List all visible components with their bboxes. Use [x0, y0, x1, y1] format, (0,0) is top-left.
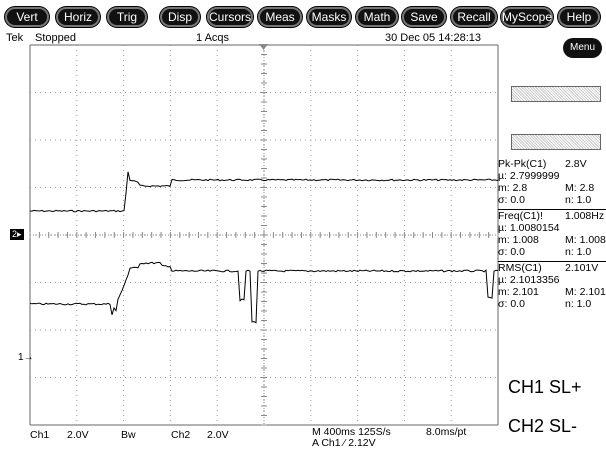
menu-bar: Vert Horiz Trig Disp Cursors Meas Masks … [0, 0, 606, 27]
arrow-right-icon: ▸ [17, 229, 22, 239]
meas-min: m: 2.8 [498, 182, 528, 194]
meas-value: 1.008Hz [565, 210, 605, 222]
meas-min: m: 2.101 [498, 286, 539, 298]
menu-myscope-button[interactable]: MyScope [501, 7, 553, 27]
measurement-pkpk[interactable]: Pk-Pk(C1) 2.8V µ: 2.7999999 m: 2.8 M: 2.8 … [498, 158, 606, 207]
menu-masks-button[interactable]: Masks [307, 7, 351, 27]
divider [498, 261, 606, 262]
timebase-readout[interactable]: M 400ms 125S/s [312, 426, 391, 438]
meas-max: M: 2.8 [565, 182, 595, 194]
menu-recall-button[interactable]: Recall [451, 7, 497, 27]
menu-math-button[interactable]: Math [356, 7, 398, 27]
menu-trig-button[interactable]: Trig [107, 7, 147, 27]
menu-meas-button[interactable]: Meas [258, 7, 302, 27]
meas-n: n: 1.0 [565, 298, 592, 310]
meas-name: Freq(C1)! [498, 210, 543, 222]
ch2-marker[interactable]: 2▸ [10, 229, 24, 240]
meas-sigma: σ: 0.0 [498, 246, 525, 258]
meas-name: RMS(C1) [498, 262, 542, 274]
measurement-freq[interactable]: Freq(C1)! 1.008Hz µ: 1.0080154 m: 1.008 M:… [498, 210, 606, 259]
meas-name: Pk-Pk(C1) [498, 158, 547, 170]
menu-help-button[interactable]: Help [558, 7, 600, 27]
ch1-marker[interactable]: 1→ [18, 352, 34, 363]
graticule [29, 44, 499, 426]
ch2-note-label: CH2 SL- [508, 416, 578, 436]
menu-save-button[interactable]: Save [402, 7, 446, 27]
brand-label: Tek [6, 32, 24, 44]
ch1-note-label: CH1 SL+ [508, 377, 582, 397]
ch2-marker-label: 2 [12, 229, 18, 239]
ch1-scale: 2.0V [67, 429, 89, 441]
meas-sigma: σ: 0.0 [498, 194, 525, 206]
menu-cursors-button[interactable]: Cursors [207, 7, 253, 27]
menu-button[interactable]: Menu [563, 38, 602, 58]
ch1-marker-label: 1 [18, 352, 24, 363]
acquisition-count: 1 Acqs [196, 32, 230, 44]
meas-sigma: σ: 0.0 [498, 298, 525, 310]
meas-mean: µ: 2.7999999 [498, 170, 560, 182]
arrow-right-icon: → [23, 352, 34, 363]
ch1-waveform [29, 261, 499, 324]
meas-mean: µ: 1.0080154 [498, 222, 560, 234]
resolution-readout: 8.0ms/pt [426, 426, 467, 438]
acquisition-state: Stopped [35, 32, 76, 44]
date-time: 30 Dec 05 14:28:13 [385, 32, 482, 44]
ch2-waveform [29, 171, 499, 213]
divider [498, 209, 606, 210]
menu-horiz-button[interactable]: Horiz [56, 7, 100, 27]
meas-max: M: 2.101 [565, 286, 606, 298]
trigger-position-marker [259, 44, 268, 50]
ch1-readout[interactable]: Ch1 [30, 429, 50, 441]
meas-value: 2.8V [565, 158, 587, 170]
meas-n: n: 1.0 [565, 246, 592, 258]
side-softkey-1[interactable] [511, 86, 601, 102]
side-softkey-2[interactable] [511, 134, 601, 150]
meas-n: n: 1.0 [565, 194, 592, 206]
menu-disp-button[interactable]: Disp [160, 7, 200, 27]
meas-min: m: 1.008 [498, 234, 539, 246]
trigger-readout[interactable]: A Ch1 ⁄ 2.12V [312, 437, 376, 449]
bandwidth-indicator: Bw [121, 429, 136, 441]
meas-max: M: 1.008 [565, 234, 606, 246]
ch2-scale: 2.0V [207, 429, 229, 441]
meas-mean: µ: 2.1013356 [498, 274, 560, 286]
ch2-readout[interactable]: Ch2 [171, 429, 191, 441]
meas-value: 2.101V [565, 262, 599, 274]
measurement-rms[interactable]: RMS(C1) 2.101V µ: 2.1013356 m: 2.101 M: 2.… [498, 262, 606, 311]
menu-vert-button[interactable]: Vert [5, 7, 49, 27]
